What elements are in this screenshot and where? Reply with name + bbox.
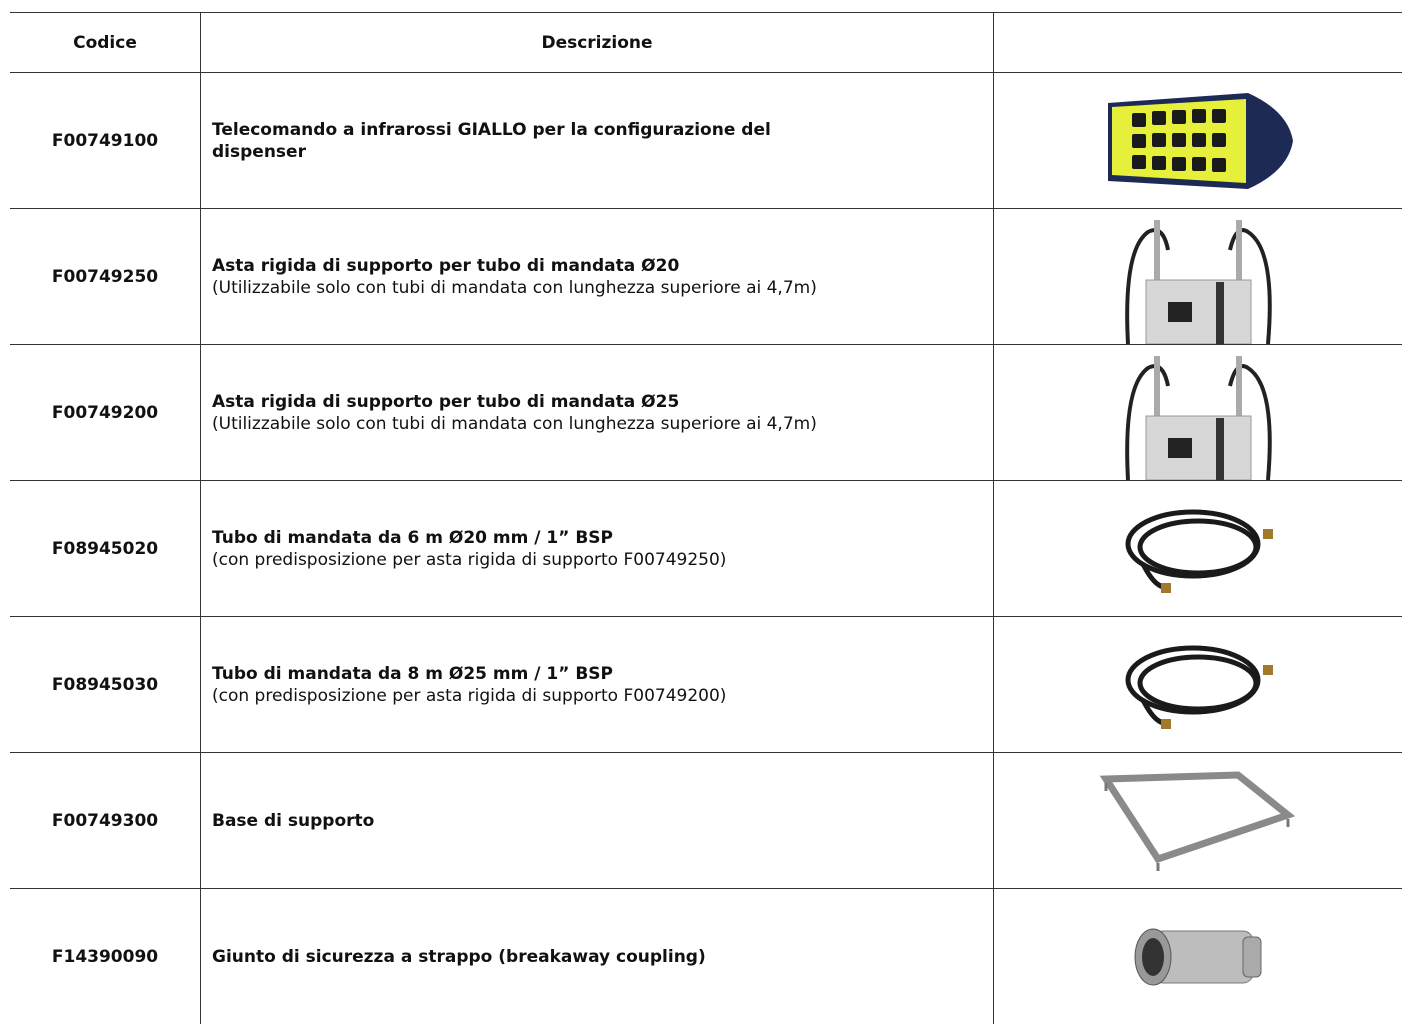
note: (con predisposizione per asta rigida di … (212, 549, 993, 571)
image (994, 617, 1402, 753)
hose-image (1113, 499, 1283, 599)
description: Asta rigida di supporto per tubo di mand… (201, 209, 994, 345)
title: Tubo di mandata da 6 m Ø20 mm / 1” BSP (212, 527, 802, 549)
description: Tubo di mandata da 8 m Ø25 mm / 1” BSP(c… (201, 617, 994, 753)
row: F14390090 Giunto di sicurezza a strappo … (10, 889, 1402, 1024)
description: Telecomando a infrarossi GIALLO per la c… (201, 73, 994, 209)
title: Base di supporto (212, 810, 802, 832)
title: Asta rigida di supporto per tubo di mand… (212, 255, 802, 277)
row: F08945030 Tubo di mandata da 8 m Ø25 mm … (10, 617, 1402, 753)
header-cell (994, 13, 1402, 73)
remote-image (1098, 91, 1298, 191)
row: F00749250 Asta rigida di supporto per tu… (10, 209, 1402, 345)
header-row: Codice Descrizione (10, 13, 1402, 73)
header-cell: Codice (10, 13, 201, 73)
code: F00749200 (10, 345, 201, 481)
title: Telecomando a infrarossi GIALLO per la c… (212, 119, 802, 163)
note: (Utilizzabile solo con tubi di mandata c… (212, 277, 993, 299)
image (994, 753, 1402, 889)
title: Asta rigida di supporto per tubo di mand… (212, 391, 802, 413)
base-image (1098, 771, 1298, 871)
hose-image (1113, 635, 1283, 735)
row: F00749300 Base di supporto (10, 753, 1402, 889)
description: Giunto di sicurezza a strappo (breakaway… (201, 889, 994, 1024)
image (994, 345, 1402, 481)
row: F08945020 Tubo di mandata da 6 m Ø20 mm … (10, 481, 1402, 617)
image (994, 889, 1402, 1024)
code: F00749250 (10, 209, 201, 345)
code: F08945020 (10, 481, 201, 617)
title: Tubo di mandata da 8 m Ø25 mm / 1” BSP (212, 663, 802, 685)
image (994, 209, 1402, 345)
header-cell: Descrizione (201, 13, 994, 73)
code: F14390090 (10, 889, 201, 1024)
row: F00749200 Asta rigida di supporto per tu… (10, 345, 1402, 481)
description: Asta rigida di supporto per tubo di mand… (201, 345, 994, 481)
accessory-table: Codice Descrizione F00749100 Telecomando… (10, 12, 1402, 1024)
dispenser-image (1118, 346, 1278, 480)
image (994, 73, 1402, 209)
code: F00749300 (10, 753, 201, 889)
coupling-image (1123, 917, 1273, 997)
note: (con predisposizione per asta rigida di … (212, 685, 993, 707)
code: F08945030 (10, 617, 201, 753)
image (994, 481, 1402, 617)
description: Tubo di mandata da 6 m Ø20 mm / 1” BSP(c… (201, 481, 994, 617)
code: F00749100 (10, 73, 201, 209)
dispenser-image (1118, 210, 1278, 344)
title: Giunto di sicurezza a strappo (breakaway… (212, 946, 802, 968)
row: F00749100 Telecomando a infrarossi GIALL… (10, 73, 1402, 209)
note: (Utilizzabile solo con tubi di mandata c… (212, 413, 993, 435)
description: Base di supporto (201, 753, 994, 889)
